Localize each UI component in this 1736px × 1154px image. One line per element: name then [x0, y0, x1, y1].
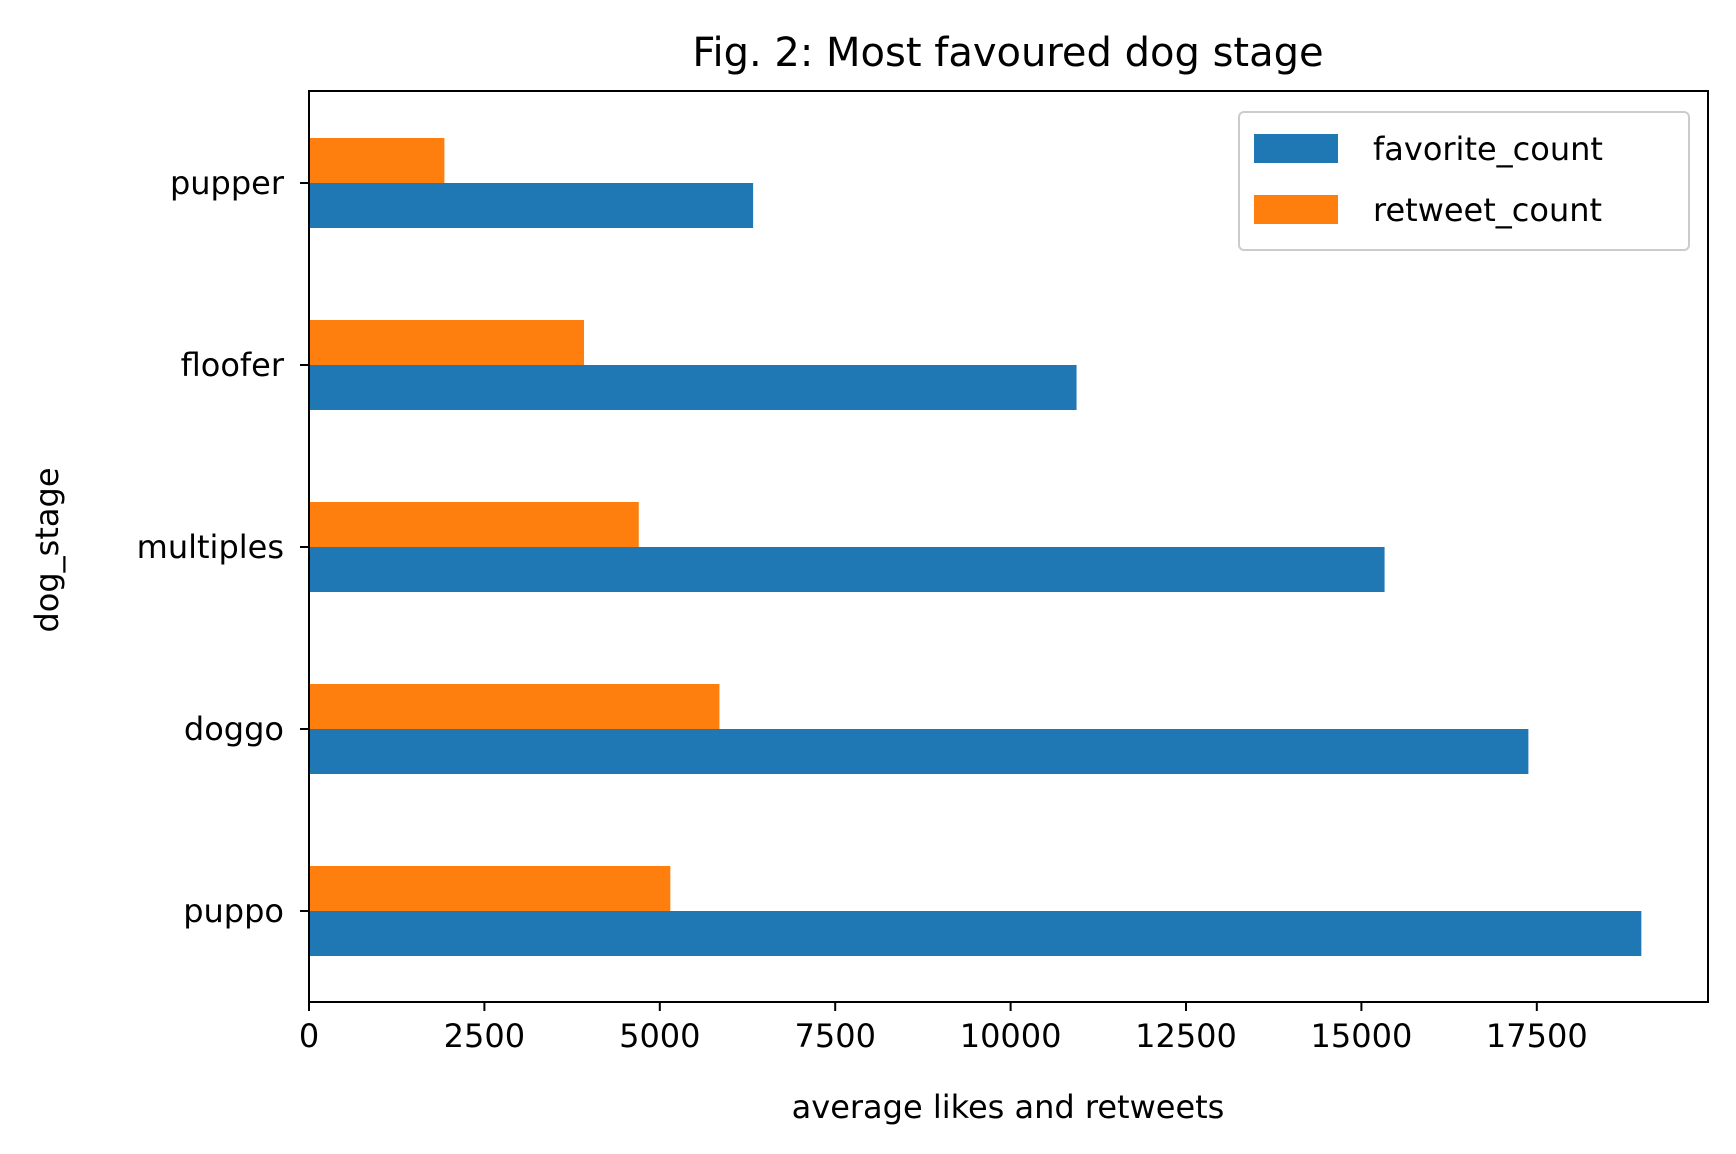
legend-label-retweet_count: retweet_count — [1373, 191, 1602, 229]
x-tick-label: 2500 — [444, 1017, 525, 1055]
legend-label-favorite_count: favorite_count — [1373, 130, 1603, 168]
y-tick-label-floofer: floofer — [181, 346, 285, 384]
x-tick-label: 10000 — [960, 1017, 1062, 1055]
bar-retweet_count-floofer — [309, 320, 585, 365]
bar-retweet_count-multiples — [309, 502, 639, 547]
y-axis-label: dog_stage — [28, 467, 66, 632]
bar-favorite_count-floofer — [309, 365, 1077, 410]
x-axis: 0 2500 5000 7500 10000 12500 15000 17500 — [299, 1002, 1588, 1055]
y-tick-label-pupper: pupper — [170, 164, 285, 202]
bar-retweet_count-doggo — [309, 684, 720, 729]
x-tick-label: 0 — [299, 1017, 319, 1055]
x-tick-label: 12500 — [1135, 1017, 1237, 1055]
x-axis-label: average likes and retweets — [792, 1088, 1225, 1126]
legend: favorite_count retweet_count — [1238, 111, 1690, 251]
bar-retweet_count-puppo — [309, 866, 671, 911]
bar-favorite_count-puppo — [309, 911, 1642, 956]
legend-swatch-retweet_count — [1254, 195, 1338, 224]
x-tick-label: 5000 — [619, 1017, 700, 1055]
legend-box — [1238, 111, 1690, 251]
y-tick-label-doggo: doggo — [184, 710, 284, 748]
plot-area — [308, 90, 1709, 1003]
bar-favorite_count-pupper — [309, 183, 754, 228]
y-tick-label-puppo: puppo — [183, 892, 284, 930]
x-tick-label: 17500 — [1486, 1017, 1588, 1055]
bar-favorite_count-doggo — [309, 729, 1529, 774]
chart-title: Fig. 2: Most favoured dog stage — [692, 30, 1323, 76]
y-tick-label-multiples: multiples — [137, 528, 284, 566]
y-axis: pupper floofer multiples doggo puppo — [137, 164, 309, 930]
bar-retweet_count-pupper — [309, 138, 445, 183]
legend-swatch-favorite_count — [1254, 134, 1338, 163]
x-tick-label: 7500 — [794, 1017, 875, 1055]
x-tick-label: 15000 — [1311, 1017, 1413, 1055]
bar-favorite_count-multiples — [309, 547, 1385, 592]
